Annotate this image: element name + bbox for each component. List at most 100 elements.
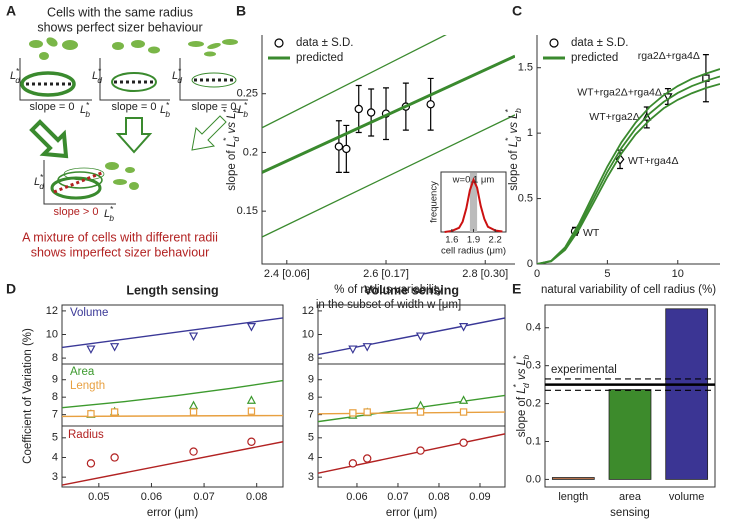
x-tick-label: area (619, 491, 642, 503)
slope-label: slope = 0 (192, 101, 237, 113)
axis-label: L* b (160, 101, 170, 119)
inset-x-label: cell radius (μm) (441, 246, 506, 257)
label-sup: * (86, 101, 90, 110)
label-sup: * (244, 101, 248, 110)
x-tick-label: 0.08 (246, 491, 267, 503)
marker (363, 454, 372, 463)
line (318, 394, 505, 423)
y-axis-label: slope of L*d vs L*b (511, 355, 531, 438)
diagram-title: Cells with the same radius (47, 5, 193, 19)
legend-swatch (549, 38, 559, 48)
y-tick-label: 7 (308, 409, 314, 421)
label-sub: d (521, 382, 531, 388)
x-tick-label: volume (669, 491, 704, 503)
mini-plot: L* d L* b slope > 0 (34, 160, 139, 223)
label-sub: b (109, 214, 114, 223)
marker (86, 459, 96, 468)
axes (261, 35, 515, 265)
bar (551, 477, 595, 480)
label-part: L (226, 112, 238, 118)
y-tick-label: 4 (52, 451, 58, 463)
label-part: vs (226, 119, 238, 137)
series-label: Length (70, 380, 105, 392)
diagram-caption: A mixture of cells with different radii (22, 230, 218, 244)
cell-outline (57, 171, 103, 189)
y-axis-label: slope of L*d vs L*b (503, 108, 523, 191)
label-part: L (172, 70, 178, 82)
cell (129, 182, 139, 190)
cell-outline (50, 176, 102, 200)
label-part: L (238, 104, 244, 116)
inset-x-tick-label: 1.9 (467, 235, 480, 246)
marker (459, 438, 468, 447)
marker (246, 323, 257, 332)
arrow (115, 117, 153, 154)
y-tick-label: 4 (308, 451, 314, 463)
cell (46, 37, 58, 47)
x-tick-label: length (558, 491, 588, 503)
label-sub: b (165, 110, 170, 119)
axes (536, 35, 720, 265)
y-tick-label: 9 (52, 374, 58, 386)
y-tick-label: 0.4 (526, 322, 541, 334)
x-tick-label: 0.05 (88, 491, 109, 503)
label-part: L (104, 208, 110, 220)
label-sub: d (97, 76, 102, 85)
label-sup: * (178, 67, 182, 76)
marker (334, 142, 344, 151)
axis (19, 58, 92, 101)
y-tick-label: 3 (308, 471, 314, 483)
marker (86, 345, 96, 355)
label-sup: * (221, 137, 231, 141)
marker (247, 437, 256, 446)
y-tick-label: 0.5 (518, 192, 533, 204)
y-tick-label: 10 (46, 328, 58, 340)
chart-title: Length sensing (126, 283, 218, 297)
diagram-title: shows perfect sizer behaviour (37, 20, 202, 34)
point-label: WT (583, 227, 600, 239)
line (62, 379, 283, 409)
y-axis-label: slope of L*d vs L*b (221, 108, 241, 191)
y-tick-label: 0.2 (526, 397, 541, 409)
panel-a: Cells with the same radius shows perfect… (10, 5, 248, 259)
line (318, 317, 505, 356)
label-sup: * (221, 108, 231, 112)
legend-label: predicted (296, 52, 343, 64)
label-sub: b (521, 355, 531, 360)
cell (204, 51, 216, 57)
marker (348, 459, 358, 468)
chart-title: Volume sensing (364, 283, 459, 297)
y-tick-label: 0.1 (526, 435, 541, 447)
x-tick-label: 0.09 (469, 491, 490, 503)
axis-label: L* d (34, 173, 44, 191)
cell (39, 52, 49, 60)
bar (608, 389, 652, 480)
cell (131, 40, 145, 48)
x-tick-label: 0.06 (346, 491, 367, 503)
panel-label: D (6, 281, 16, 297)
y-tick-label: 5 (52, 432, 58, 444)
label-sup: * (511, 355, 521, 359)
marker (247, 407, 256, 415)
cell-outline (111, 72, 157, 92)
cell (113, 179, 127, 185)
y-tick-label: 8 (52, 352, 58, 364)
line (62, 414, 283, 418)
axis-label: L* d (172, 67, 182, 85)
y-tick-label: 0.2 (243, 146, 258, 158)
arrow (191, 115, 227, 151)
x-axis-label: error (μm) (147, 507, 199, 519)
series-label: Radius (68, 429, 104, 441)
panel-label: E (512, 281, 521, 297)
x-tick-label: 2.6 [0.17] (363, 268, 409, 280)
label-part: L (92, 70, 98, 82)
cell (112, 42, 124, 50)
label-part: L (516, 359, 528, 365)
axis-label: L* b (238, 101, 248, 119)
label-sub: b (231, 108, 241, 113)
x-tick-label: 0 (534, 268, 540, 280)
line (62, 441, 283, 486)
cell (188, 41, 204, 47)
y-tick-label: 0.15 (237, 205, 258, 217)
